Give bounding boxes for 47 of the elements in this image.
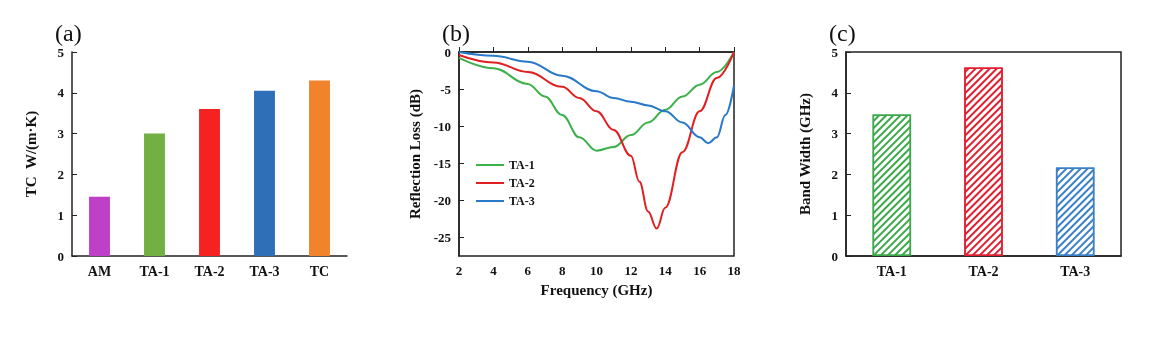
x-tick-label: 6: [524, 263, 532, 278]
bar: [254, 90, 275, 256]
x-tick-label: AM: [87, 263, 112, 279]
x-tick-label: TA-1: [876, 263, 907, 279]
y-axis-title: Band Width (GHz): [796, 93, 814, 215]
x-tick-label: TA-2: [968, 263, 999, 279]
legend-label: TA-1: [509, 158, 535, 172]
y-tick-label: 3: [831, 126, 839, 142]
x-tick-label: 4: [490, 263, 498, 278]
x-tick-label: TA-1: [139, 263, 170, 279]
bar: [309, 80, 330, 256]
x-tick-label: 16: [693, 263, 707, 278]
y-tick-label: -20: [433, 192, 451, 208]
y-tick-label: -25: [433, 229, 452, 245]
chart-title: (a): [55, 20, 82, 46]
chart-title: (c): [829, 20, 856, 46]
legend-label: TA-3: [509, 194, 535, 208]
x-tick-label: 14: [658, 263, 673, 278]
bar: [89, 196, 110, 256]
x-tick-label: 18: [727, 263, 741, 278]
y-tick-label: -5: [440, 81, 452, 97]
y-tick-label: 4: [831, 85, 839, 101]
y-tick-label: -15: [433, 155, 452, 171]
x-tick-label: TA-3: [249, 263, 280, 279]
x-tick-label: 8: [558, 263, 566, 278]
bar: [199, 109, 220, 256]
bar: [144, 133, 165, 256]
y-tick-label: 2: [57, 166, 64, 182]
x-tick-label: 10: [590, 263, 603, 278]
y-tick-label: -10: [433, 118, 451, 134]
y-axis-title: TC W/(m·K): [22, 110, 40, 198]
legend-label: TA-2: [509, 176, 535, 190]
x-tick-label: TC: [309, 263, 330, 279]
y-tick-label: 1: [57, 207, 64, 223]
x-tick-label: 2: [455, 263, 463, 278]
x-tick-label: 12: [624, 263, 638, 278]
x-axis-title: Frequency (GHz): [540, 281, 653, 299]
x-tick-label: TA-2: [194, 263, 225, 279]
y-axis-title: Reflection Loss (dB): [407, 89, 425, 219]
y-tick-label: 0: [57, 248, 64, 264]
y-tick-label: 1: [831, 207, 838, 223]
y-tick-label: 3: [57, 126, 65, 142]
y-tick-label: 0: [831, 248, 838, 264]
y-tick-label: 4: [57, 85, 65, 101]
y-tick-label: 2: [831, 166, 838, 182]
chart-title: (b): [442, 20, 470, 46]
x-tick-label: TA-3: [1060, 263, 1091, 279]
